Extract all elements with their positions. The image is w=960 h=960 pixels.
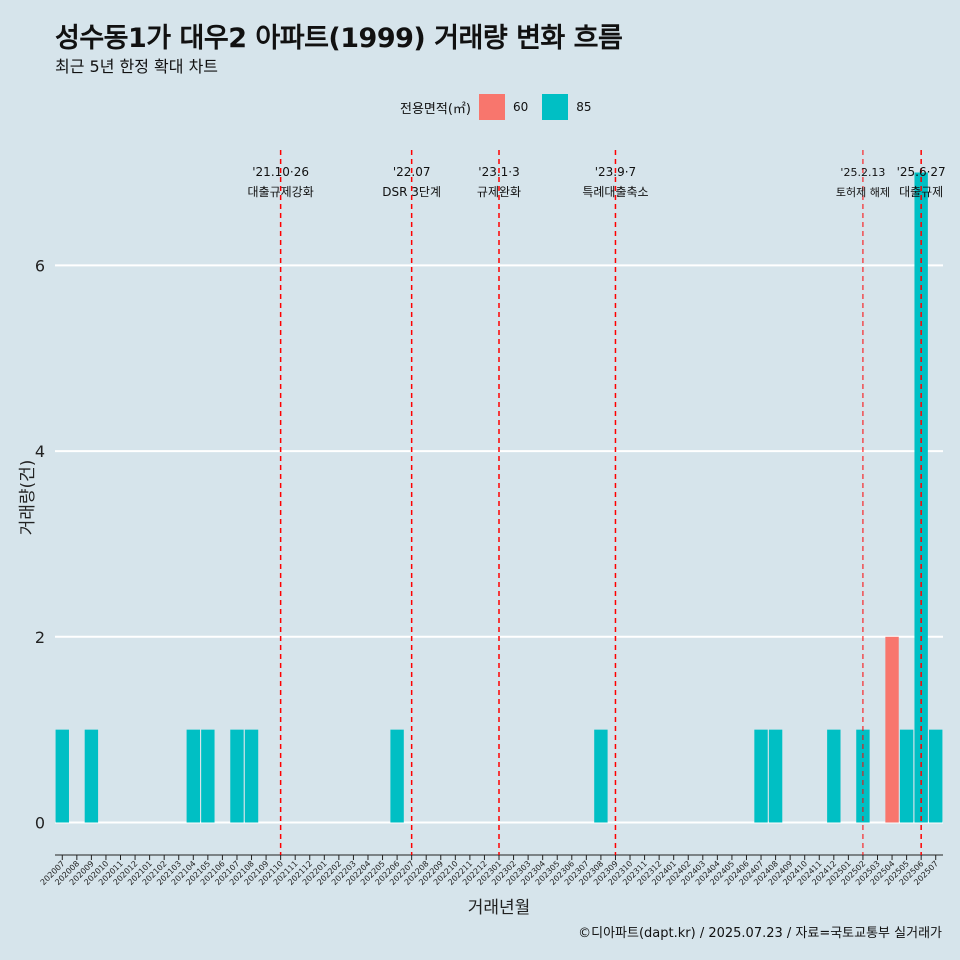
event-label-202207: DSR 3단계: [382, 185, 441, 199]
bar-85-202308: [594, 729, 608, 823]
event-date-202301: '23.1·3: [478, 165, 519, 179]
bar-85-202206: [390, 729, 404, 823]
bar-85-202502: [856, 729, 870, 823]
legend-label-85: 85: [576, 100, 592, 114]
bar-85-202105: [201, 729, 215, 823]
event-date-202207: '22.07: [393, 165, 431, 179]
bar-85-202009: [84, 729, 99, 823]
event-label-202110: 대출규제강화: [248, 185, 314, 199]
event-date-202506: '25.6·27: [897, 165, 946, 179]
event-date-202309: '23.9·7: [595, 165, 636, 179]
bar-85-202108: [244, 729, 259, 823]
y-tick-label: 2: [35, 628, 45, 647]
bar-85-202104: [186, 729, 200, 823]
bar-60-202504: [885, 636, 899, 823]
source-caption: ©디아파트(dapt.kr) / 2025.07.23 / 자료=국토교통부 실…: [578, 926, 942, 941]
event-label-202502: 토허제 해제: [836, 185, 890, 199]
legend-label-60: 60: [512, 100, 529, 114]
bar-85-202505: [899, 729, 914, 823]
chart-subtitle: 최근 5년 한정 확대 차트: [55, 57, 219, 76]
bar-85-202407: [754, 729, 768, 823]
y-tick-label: 4: [35, 442, 45, 461]
y-tick-label: 6: [35, 256, 45, 275]
legend-title: 전용면적(㎡): [400, 101, 471, 117]
chart-title: 성수동1가 대우2 아파트(1999) 거래량 변화 흐름: [55, 23, 623, 54]
legend: 전용면적(㎡) 60 85: [400, 94, 606, 120]
legend-key-60: [478, 94, 505, 120]
bar-85-202408: [768, 729, 783, 823]
y-axis-title: 거래량(건): [18, 460, 38, 536]
event-label-202309: 특례대출축소: [582, 185, 648, 199]
event-date-202502: '25.2.13: [840, 166, 885, 179]
event-label-202301: 규제완화: [477, 185, 521, 199]
bar-85-202412: [827, 729, 841, 823]
bar-85-202107: [230, 729, 244, 823]
bar-85-202506: [914, 172, 928, 823]
x-axis-title: 거래년월: [468, 898, 531, 918]
bar-85-202507: [929, 729, 943, 823]
bar-85-202007: [55, 729, 69, 823]
event-label-202506: 대출규제: [899, 185, 943, 199]
legend-key-85: [542, 94, 569, 120]
event-date-202110: '21.10·26: [252, 165, 309, 179]
y-tick-label: 0: [35, 814, 45, 833]
